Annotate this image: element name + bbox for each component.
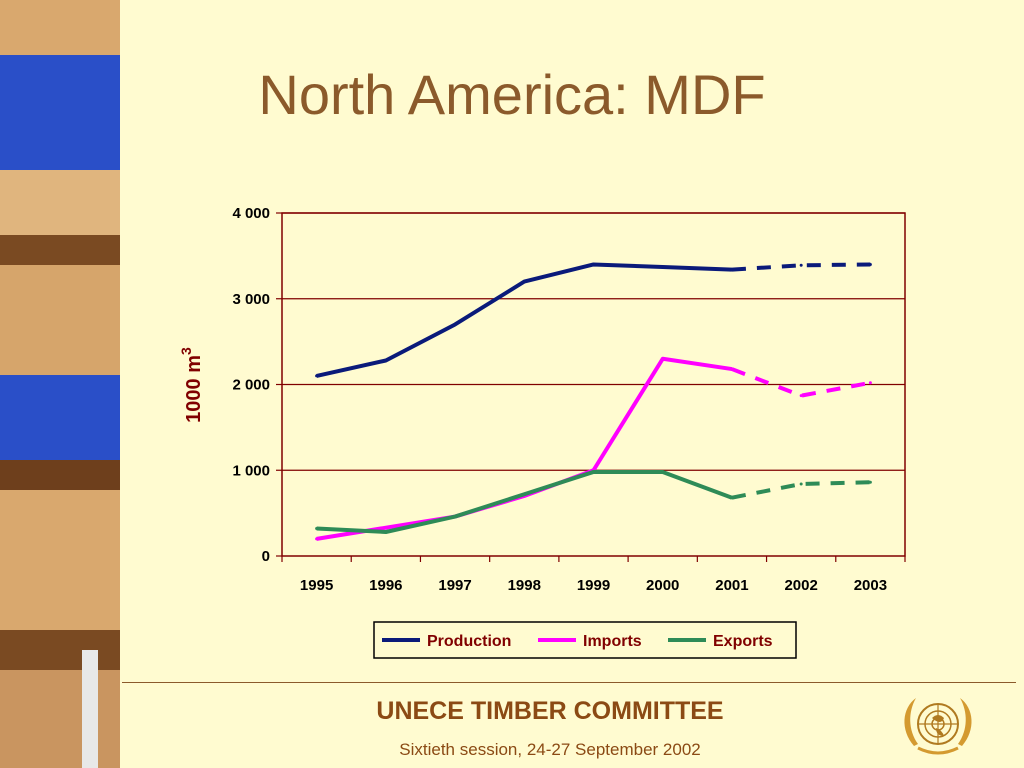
data-point <box>384 358 388 362</box>
series-forecast-imports <box>731 367 871 398</box>
data-point <box>799 394 803 398</box>
data-point <box>868 480 872 484</box>
y-axis-label-superscript: 3 <box>178 347 194 355</box>
data-point <box>730 496 734 500</box>
y-tick-label: 0 <box>262 548 270 565</box>
x-tick-label: 2000 <box>646 577 679 594</box>
data-point <box>522 280 526 284</box>
data-point <box>592 262 595 266</box>
data-point <box>453 515 457 519</box>
legend-label-production: Production <box>427 633 511 650</box>
x-tick-label: 1996 <box>369 577 402 594</box>
data-point <box>315 374 319 378</box>
x-tick-label: 2003 <box>854 577 887 594</box>
slide-title: North America: MDF <box>258 63 766 126</box>
line-chart: 0 1 000 2 000 3 000 4 000 1995 1996 1997 1998 199… <box>178 205 906 659</box>
y-axis-label: 1000 m3 <box>178 347 205 423</box>
data-point <box>730 367 734 371</box>
x-tick-label: 2001 <box>715 577 748 594</box>
data-point <box>799 482 803 486</box>
x-tick-label: 1999 <box>577 577 610 594</box>
legend-label-exports: Exports <box>713 633 773 650</box>
series-line-imports <box>316 356 733 541</box>
data-point <box>453 322 457 326</box>
decorative-wood-strip <box>0 0 120 768</box>
legend-box <box>373 621 797 659</box>
data-point <box>799 263 803 267</box>
x-tick-label: 1998 <box>508 577 541 594</box>
footer-organization: UNECE TIMBER COMMITTEE <box>376 697 724 725</box>
data-point <box>730 268 734 272</box>
y-tick-label: 4 000 <box>232 205 270 222</box>
data-point <box>661 470 665 474</box>
x-tick-label: 1995 <box>300 577 333 594</box>
data-point <box>661 357 665 361</box>
x-tick-label: 2002 <box>784 577 817 594</box>
x-tick-label: 1997 <box>438 577 471 594</box>
footer-session: Sixtieth session, 24-27 September 2002 <box>399 740 701 759</box>
data-point <box>592 470 595 474</box>
data-point <box>868 262 872 266</box>
y-tick-label: 3 000 <box>232 291 270 308</box>
wood-image <box>0 0 120 768</box>
data-point <box>315 527 319 531</box>
data-point <box>522 492 526 496</box>
footer-divider <box>122 682 1016 683</box>
y-tick-label: 1 000 <box>232 462 270 479</box>
plot-area: 0 1 000 2 000 3 000 4 000 1995 1996 1997 1998 199… <box>178 205 906 594</box>
chart-legend: Production Imports Exports <box>373 621 797 659</box>
y-axis-label-text: 1000 m <box>183 355 205 423</box>
y-tick-label: 2 000 <box>232 377 270 394</box>
series-line-exports <box>316 469 733 534</box>
data-point <box>868 381 872 385</box>
data-point <box>384 530 388 534</box>
un-emblem-icon <box>904 698 972 755</box>
data-point <box>384 526 388 530</box>
data-point <box>661 265 665 269</box>
legend-label-imports: Imports <box>583 633 642 650</box>
data-point <box>315 537 319 541</box>
